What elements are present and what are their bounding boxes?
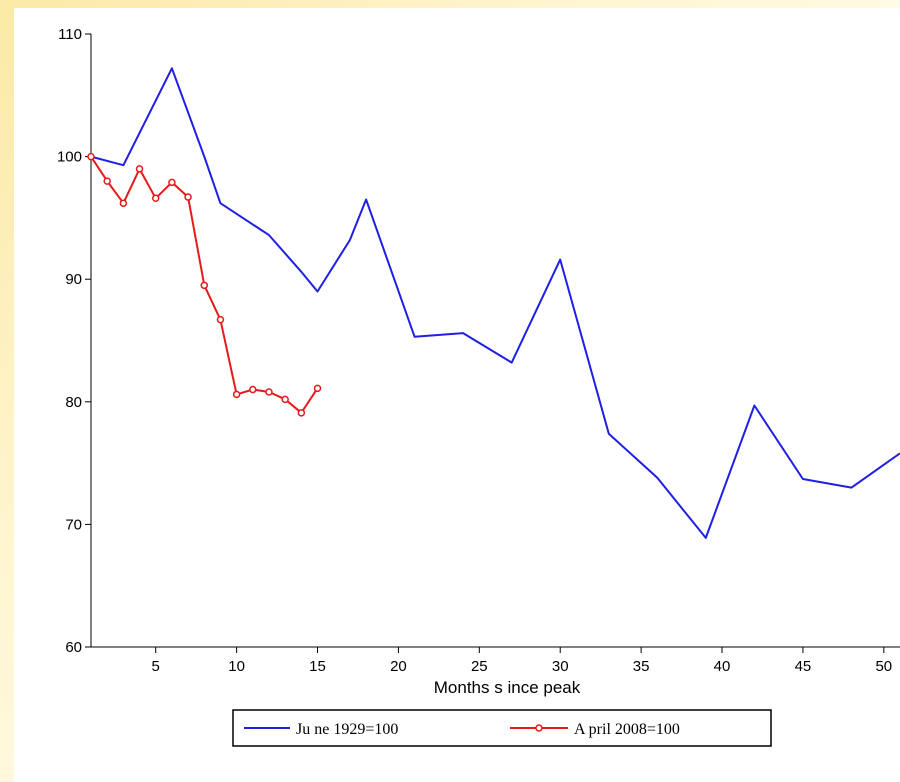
data-point — [281, 395, 289, 404]
data-point — [135, 165, 144, 173]
x-tick-label: 50 — [875, 658, 892, 675]
legend: Ju ne 1929=100 A pril 2008=100 — [232, 709, 772, 747]
data-point — [103, 177, 111, 185]
data-point — [297, 409, 306, 417]
data-point — [265, 388, 273, 396]
x-tick-label: 20 — [390, 658, 407, 675]
x-tick-label: 25 — [471, 658, 488, 675]
legend-marker-2 — [535, 724, 543, 732]
data-point — [313, 384, 322, 393]
x-tick-label: 45 — [795, 658, 812, 675]
data-point — [119, 199, 128, 207]
data-point — [87, 152, 95, 161]
x-tick-label: 40 — [714, 658, 731, 675]
data-point — [216, 315, 225, 324]
x-tick-label: 15 — [309, 658, 326, 675]
data-point — [200, 281, 209, 290]
legend-label-1: Ju ne 1929=100 — [296, 721, 398, 738]
x-tick-label: 10 — [228, 658, 245, 675]
series-line-1 — [90, 67, 900, 539]
axes: 60 70 80 90 100 110 5 10 15 20 25 30 35 40 45 50 Months … — [57, 26, 900, 697]
data-point — [168, 178, 176, 187]
data-point — [249, 385, 257, 394]
y-tick-label: 110 — [58, 26, 82, 43]
series-layer — [87, 67, 900, 539]
x-axis-title: Months s ince peak — [434, 678, 581, 697]
data-point — [151, 194, 160, 203]
y-tick-label: 90 — [65, 271, 82, 288]
legend-label-2: A pril 2008=100 — [574, 721, 680, 738]
x-tick-label: 35 — [633, 658, 650, 675]
y-tick-label: 100 — [57, 149, 82, 166]
y-tick-label: 70 — [65, 516, 82, 533]
legend-box — [232, 709, 772, 747]
data-point — [232, 390, 241, 399]
y-tick-label: 80 — [65, 394, 82, 411]
y-tick-label: 60 — [65, 639, 82, 656]
chart-panel — [14, 8, 900, 782]
series-2 — [87, 152, 322, 417]
series-1 — [90, 67, 900, 539]
data-point — [184, 193, 192, 201]
x-tick-label: 30 — [552, 658, 569, 675]
x-tick-label: 5 — [152, 658, 160, 675]
